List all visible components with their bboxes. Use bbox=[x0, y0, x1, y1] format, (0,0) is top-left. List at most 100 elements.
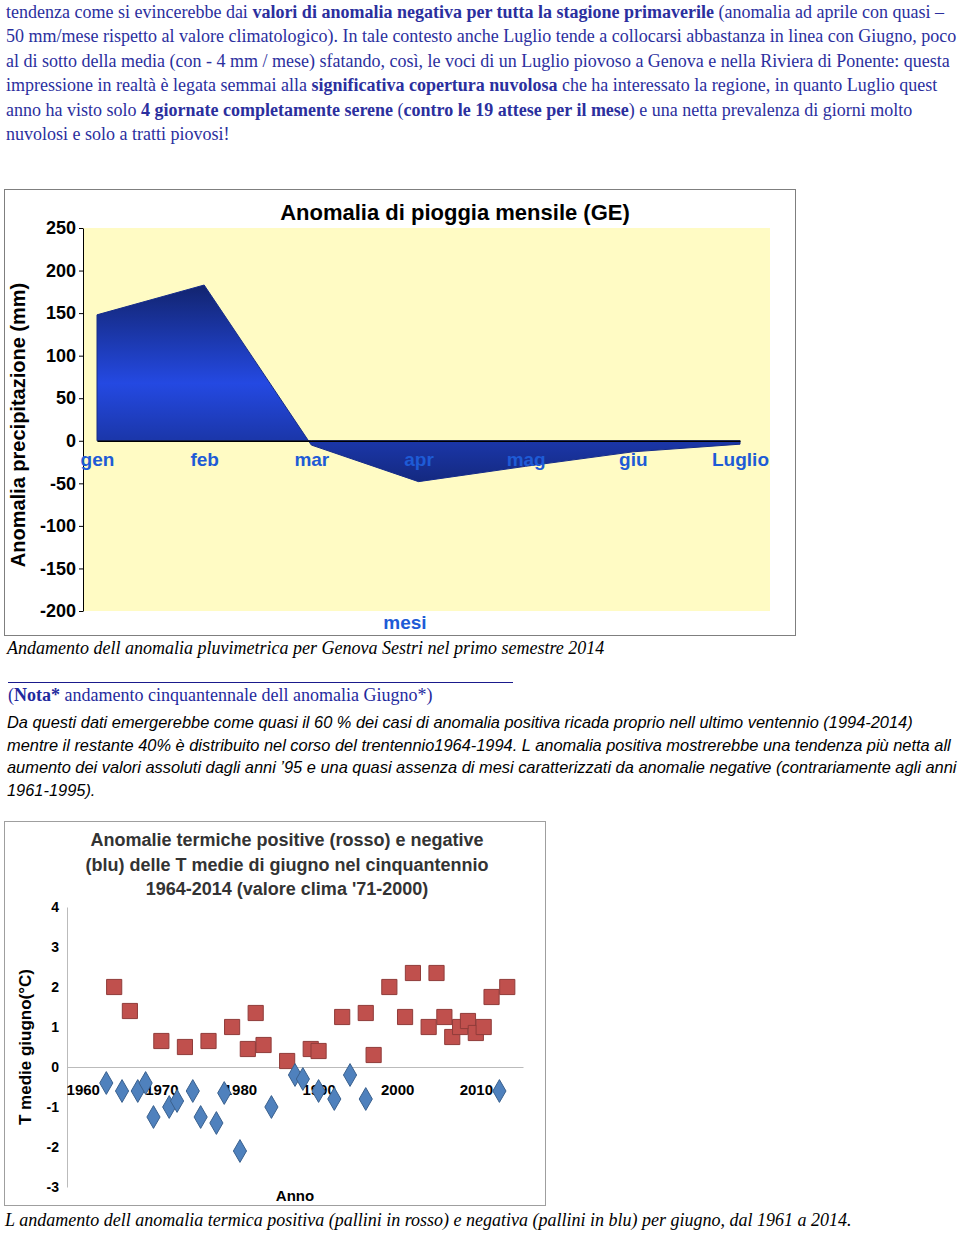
y-tick: 0 bbox=[51, 1059, 67, 1075]
note-body: Da questi dati emergerebbe come quasi il… bbox=[7, 711, 959, 801]
y-tick-label: -200 bbox=[40, 601, 76, 621]
chart-title: Anomalie termiche positive (rosso) e neg… bbox=[90, 830, 483, 850]
positive-anomaly-point bbox=[429, 965, 444, 980]
y-tick: -150 bbox=[40, 559, 83, 579]
y-axis-line bbox=[67, 908, 68, 1188]
y-tick-label: -150 bbox=[40, 559, 76, 579]
negative-anomaly-point bbox=[343, 1064, 356, 1087]
positive-anomaly-point bbox=[107, 979, 122, 994]
positive-anomaly-point bbox=[311, 1043, 326, 1058]
positive-anomaly-point bbox=[476, 1019, 491, 1034]
note-heading: (Nota* andamento cinquantennale dell ano… bbox=[8, 685, 948, 706]
y-tick-mark bbox=[79, 398, 83, 399]
y-tick-label: 4 bbox=[51, 899, 59, 915]
rain-anomaly-chart: -200 -150 -100 -50 0 50 100 150 200 250 gen feb mar a… bbox=[5, 190, 795, 635]
negative-anomaly-point bbox=[359, 1088, 372, 1111]
positive-anomaly-point bbox=[248, 1005, 263, 1020]
negative-anomaly-point bbox=[233, 1140, 246, 1163]
x-tick: mar bbox=[294, 441, 329, 470]
zero-line bbox=[98, 441, 741, 443]
y-tick-mark bbox=[79, 611, 83, 612]
text-run: ( bbox=[393, 100, 404, 120]
y-tick-label: 3 bbox=[51, 939, 59, 955]
rain-anomaly-area bbox=[97, 285, 740, 482]
text-run: andamento cinquantennale dell anomalia G… bbox=[60, 685, 432, 705]
x-axis-title: mesi bbox=[383, 612, 426, 633]
y-axis-line bbox=[83, 229, 84, 612]
text-run: tendenza come si evincerebbe dai bbox=[6, 2, 252, 22]
y-axis-title: Anomalia precipitazione (mm) bbox=[7, 283, 29, 568]
y-axis: -3 -2 -1 0 1 2 3 4 bbox=[47, 899, 68, 1195]
x-axis-title: Anno bbox=[276, 1187, 314, 1204]
y-tick-label: 2 bbox=[51, 979, 59, 995]
y-tick: 50 bbox=[56, 388, 83, 408]
y-tick-label: 50 bbox=[56, 388, 76, 408]
chart-title: Anomalia di pioggia mensile (GE) bbox=[280, 200, 630, 225]
x-tick: 2000 bbox=[381, 1067, 414, 1098]
separator bbox=[8, 682, 513, 683]
y-tick: -200 bbox=[40, 601, 83, 621]
positive-anomaly-point bbox=[335, 1009, 350, 1024]
y-tick-label: 250 bbox=[46, 218, 76, 238]
x-tick-label: 2000 bbox=[381, 1081, 414, 1098]
negative-anomaly-point bbox=[115, 1080, 128, 1103]
y-tick: -1 bbox=[47, 1099, 67, 1115]
y-tick: -50 bbox=[50, 474, 83, 494]
positive-anomaly-point bbox=[382, 979, 397, 994]
y-tick: 100 bbox=[46, 346, 83, 366]
y-tick: 0 bbox=[66, 431, 83, 451]
y-tick: 150 bbox=[46, 303, 83, 323]
negative-anomaly-point bbox=[100, 1072, 113, 1095]
x-tick: Luglio bbox=[712, 441, 769, 470]
x-tick-label: apr bbox=[404, 449, 434, 470]
negative-anomaly-point bbox=[265, 1096, 278, 1119]
x-tick: mag bbox=[507, 441, 546, 470]
x-tick: apr bbox=[404, 441, 434, 470]
y-tick-label: 200 bbox=[46, 261, 76, 281]
intro-paragraph: tendenza come si evincerebbe dai valori … bbox=[6, 0, 958, 146]
y-axis: -200 -150 -100 -50 0 50 100 150 200 250 bbox=[40, 218, 84, 621]
positive-anomaly-point bbox=[240, 1041, 255, 1056]
y-tick-mark bbox=[79, 271, 83, 272]
text-run: valori di anomalia negativa per tutta la… bbox=[252, 2, 714, 22]
negative-anomaly-point bbox=[296, 1068, 309, 1091]
x-tick-label: feb bbox=[190, 449, 219, 470]
x-tick-label: 1960 bbox=[67, 1081, 100, 1098]
y-tick: -2 bbox=[47, 1139, 67, 1155]
x-tick-label: mag bbox=[507, 449, 546, 470]
positive-anomaly-point bbox=[122, 1003, 137, 1018]
negative-anomaly-point bbox=[493, 1080, 506, 1103]
negative-anomaly-point bbox=[218, 1082, 231, 1105]
y-tick-label: 150 bbox=[46, 303, 76, 323]
y-tick-mark bbox=[79, 313, 83, 314]
positive-anomaly-point bbox=[201, 1033, 216, 1048]
x-tick-label: gen bbox=[81, 449, 115, 470]
positive-anomaly-point bbox=[421, 1019, 436, 1034]
x-tick: gen bbox=[81, 441, 115, 470]
positive-anomaly-point bbox=[484, 989, 499, 1004]
y-tick-mark bbox=[79, 526, 83, 527]
y-axis-title: T medie giugno(°C) bbox=[16, 969, 35, 1125]
positive-anomaly-point bbox=[358, 1005, 373, 1020]
y-tick: -3 bbox=[47, 1179, 67, 1195]
plot-background bbox=[83, 228, 770, 611]
x-tick: feb bbox=[190, 441, 219, 470]
negative-anomaly-point bbox=[194, 1106, 207, 1129]
caption: Andamento dell anomalia pluvimetrica per… bbox=[7, 638, 947, 659]
negative-anomaly-point bbox=[186, 1080, 199, 1103]
text-run: ( bbox=[8, 685, 14, 705]
y-tick: 200 bbox=[46, 261, 83, 281]
caption: L andamento dell anomalia termica positi… bbox=[5, 1209, 905, 1232]
y-tick-mark bbox=[79, 228, 83, 229]
y-tick: 2 bbox=[51, 979, 67, 995]
x-tick-label: Luglio bbox=[712, 449, 769, 470]
series-0 bbox=[107, 965, 515, 1068]
y-tick-label: -50 bbox=[50, 474, 76, 494]
text-run: 4 giornate completamente serene bbox=[141, 100, 393, 120]
y-tick: 1 bbox=[51, 1019, 67, 1035]
x-tick: 2010 bbox=[460, 1067, 493, 1098]
positive-anomaly-point bbox=[225, 1019, 240, 1034]
y-tick-label: -100 bbox=[40, 516, 76, 536]
positive-anomaly-point bbox=[437, 1009, 452, 1024]
y-tick-label: -1 bbox=[47, 1099, 60, 1115]
